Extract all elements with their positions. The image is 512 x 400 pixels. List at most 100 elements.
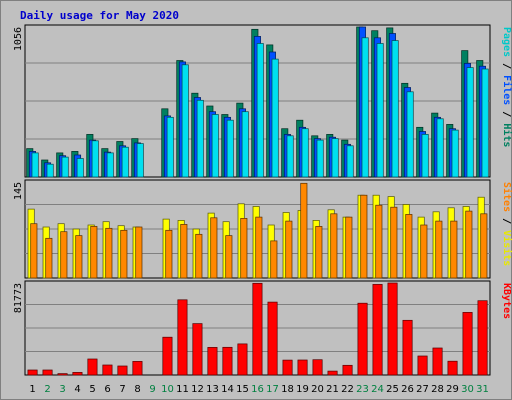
bar-pages-day-6 [106, 152, 114, 178]
bar-kbytes-day-10 [162, 336, 173, 376]
legend-top: Pages / Files / Hits [501, 27, 512, 147]
x-tick-day-20: 20 [311, 384, 324, 395]
bar-kbytes-day-6 [102, 364, 113, 376]
bar-kbytes-day-15 [237, 343, 248, 376]
bar-kbytes-day-16 [252, 282, 263, 376]
bar-pages-day-16 [256, 43, 264, 178]
bar-kbytes-day-7 [117, 365, 128, 376]
x-tick-day-21: 21 [326, 384, 339, 395]
x-tick-day-3: 3 [59, 384, 65, 395]
bar-pages-day-30 [466, 67, 474, 178]
bar-pages-day-26 [406, 91, 414, 178]
x-tick-day-9: 9 [149, 384, 155, 395]
bar-pages-day-8 [136, 143, 144, 178]
bar-sites-day-19 [300, 182, 308, 279]
bar-sites-day-13 [210, 217, 218, 279]
legend-entry: Visits [501, 230, 512, 266]
x-tick-day-12: 12 [191, 384, 204, 395]
bar-pages-day-23 [361, 37, 369, 178]
bar-sites-day-31 [480, 213, 488, 279]
bar-kbytes-day-21 [327, 370, 338, 376]
bar-pages-day-24 [376, 43, 384, 178]
legend-entry: / [501, 212, 512, 230]
bar-sites-day-2 [45, 237, 53, 279]
x-tick-day-13: 13 [206, 384, 219, 395]
bar-sites-day-18 [285, 220, 293, 279]
bar-sites-day-17 [270, 240, 278, 279]
bar-pages-day-28 [436, 118, 444, 178]
bar-kbytes-day-17 [267, 301, 278, 376]
bar-pages-day-1 [31, 152, 39, 178]
x-tick-day-17: 17 [266, 384, 279, 395]
legend-entry: Files [501, 75, 512, 105]
bar-sites-day-7 [120, 229, 128, 279]
bar-sites-day-14 [225, 235, 233, 279]
bar-kbytes-day-1 [27, 369, 38, 376]
x-tick-day-15: 15 [236, 384, 249, 395]
bar-kbytes-day-29 [447, 360, 458, 376]
x-tick-day-2: 2 [44, 384, 50, 395]
bar-sites-day-10 [165, 229, 173, 279]
x-tick-day-10: 10 [161, 384, 174, 395]
bar-pages-day-20 [316, 139, 324, 178]
panel-middle: 145 Sites / Visits [13, 179, 512, 279]
bar-kbytes-day-25 [387, 282, 398, 376]
x-tick-day-5: 5 [89, 384, 95, 395]
bar-pages-day-3 [61, 156, 69, 178]
legend-entry: / [501, 57, 512, 75]
bar-pages-day-2 [46, 163, 54, 178]
bar-kbytes-day-14 [222, 346, 233, 376]
bar-sites-day-26 [405, 214, 413, 279]
bar-kbytes-day-18 [282, 359, 293, 376]
bar-pages-day-31 [481, 68, 489, 178]
legend-bottom: KBytes [501, 283, 512, 319]
bar-sites-day-29 [450, 220, 458, 279]
bar-kbytes-day-11 [177, 299, 188, 376]
x-tick-day-29: 29 [446, 384, 459, 395]
x-tick-day-19: 19 [296, 384, 309, 395]
bar-sites-day-20 [315, 226, 323, 279]
y-max-label-bottom: 81773 [13, 283, 24, 313]
bar-sites-day-15 [240, 218, 248, 279]
bar-sites-day-25 [390, 206, 398, 279]
legend-entry: KBytes [501, 283, 512, 319]
bar-pages-day-7 [121, 146, 129, 178]
bar-kbytes-day-20 [312, 359, 323, 376]
bar-pages-day-25 [391, 40, 399, 178]
legend-entry: / [501, 105, 512, 123]
bar-sites-day-23 [360, 194, 368, 279]
x-tick-day-18: 18 [281, 384, 294, 395]
y-max-label-middle: 145 [13, 182, 24, 200]
bar-pages-day-21 [331, 138, 339, 178]
x-tick-day-26: 26 [401, 384, 414, 395]
bar-kbytes-day-13 [207, 347, 218, 376]
x-tick-day-14: 14 [221, 384, 234, 395]
bar-sites-day-28 [435, 220, 443, 279]
bar-kbytes-day-2 [42, 369, 53, 376]
y-max-label-top: 1056 [13, 27, 24, 51]
bar-sites-day-27 [420, 224, 428, 279]
bar-sites-day-22 [345, 216, 353, 279]
bar-kbytes-day-4 [72, 372, 83, 376]
bar-pages-day-4 [76, 158, 84, 178]
bar-kbytes-day-28 [432, 347, 443, 376]
x-tick-day-7: 7 [119, 384, 125, 395]
x-tick-day-28: 28 [431, 384, 444, 395]
bar-kbytes-day-8 [132, 361, 143, 376]
panel-top: 1056 Pages / Files / Hits [13, 24, 512, 178]
bar-pages-day-19 [301, 128, 309, 178]
bar-pages-day-13 [211, 114, 219, 178]
bar-pages-day-10 [166, 116, 174, 178]
x-tick-day-25: 25 [386, 384, 399, 395]
panel-bottom: 81773 KBytes [13, 280, 512, 376]
bar-pages-day-18 [286, 135, 294, 178]
bar-kbytes-day-22 [342, 364, 353, 376]
bar-sites-day-11 [180, 224, 188, 279]
legend-middle: Sites / Visits [501, 182, 512, 266]
legend-entry: Pages [501, 27, 512, 57]
bar-kbytes-day-26 [402, 319, 413, 376]
bar-sites-day-30 [465, 210, 473, 279]
x-tick-day-11: 11 [176, 384, 189, 395]
bar-kbytes-day-19 [297, 359, 308, 376]
